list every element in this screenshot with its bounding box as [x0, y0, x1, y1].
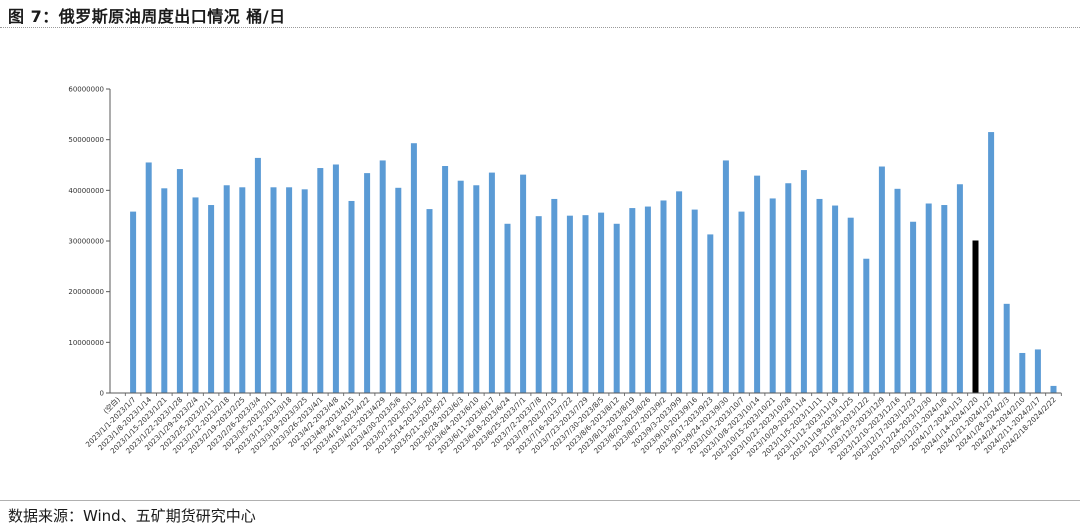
bar-series — [130, 132, 1057, 394]
bar — [504, 223, 511, 393]
data-source-note: 数据来源：Wind、五矿期货研究中心 — [8, 507, 256, 525]
y-tick-label: 20000000 — [68, 288, 104, 296]
bar — [223, 185, 230, 393]
bar — [738, 211, 745, 393]
bar — [629, 208, 636, 393]
bar — [910, 221, 917, 393]
bar — [473, 185, 480, 393]
bar — [769, 198, 776, 393]
bar — [988, 132, 995, 394]
bar — [707, 234, 714, 393]
bar — [270, 187, 277, 393]
bar — [816, 198, 823, 393]
bar — [520, 174, 527, 393]
y-tick-label: 50000000 — [68, 136, 104, 144]
bar — [161, 188, 168, 393]
bar — [754, 175, 761, 393]
bar — [254, 157, 261, 393]
x-axis: (空白)2023/1/1-2023/1/72023/1/8-2023/1/142… — [84, 392, 1062, 462]
bar — [379, 160, 386, 393]
bar — [972, 240, 979, 393]
bar — [442, 166, 449, 393]
y-tick-label: 60000000 — [68, 86, 104, 94]
bar — [800, 170, 807, 393]
bar — [286, 187, 293, 393]
header-divider — [0, 27, 1080, 28]
bar — [1019, 352, 1026, 393]
bar — [488, 172, 495, 393]
bar — [426, 209, 433, 393]
bar — [1003, 303, 1010, 393]
bar — [208, 205, 215, 393]
y-tick-label: 30000000 — [68, 238, 104, 246]
bar — [145, 162, 152, 393]
bar — [1050, 385, 1057, 393]
bar — [660, 200, 667, 393]
bar — [878, 166, 885, 393]
y-tick-label: 40000000 — [68, 187, 104, 195]
bar — [832, 205, 839, 393]
bar — [364, 173, 371, 393]
bar — [644, 206, 651, 393]
y-axis: 0 10000000 20000000 30000000 40000000 5000000… — [68, 86, 111, 398]
bar — [395, 187, 402, 393]
chart-title: 图 7：俄罗斯原油周度出口情况 桶/日 — [8, 7, 286, 26]
bar — [176, 169, 183, 393]
bar — [691, 209, 698, 393]
bar — [410, 143, 417, 393]
bar — [785, 183, 792, 393]
bar — [925, 203, 932, 393]
bar — [676, 191, 683, 393]
bar — [130, 211, 137, 393]
bar — [317, 168, 324, 393]
y-tick-label: 0 — [100, 390, 104, 398]
bar — [239, 187, 246, 393]
bar — [956, 184, 963, 393]
bar — [535, 216, 542, 393]
bar — [566, 215, 573, 393]
bar — [613, 223, 620, 393]
bar — [894, 188, 901, 393]
bar — [301, 189, 308, 393]
bar — [863, 258, 870, 393]
footer-divider — [0, 500, 1080, 501]
bar — [551, 198, 558, 393]
bar — [941, 205, 948, 393]
bar — [582, 215, 589, 393]
bar — [1034, 349, 1041, 393]
bar — [847, 217, 854, 393]
y-tick-label: 10000000 — [68, 339, 104, 347]
bar — [348, 200, 355, 393]
bar — [457, 180, 464, 393]
weekly-export-bar-chart: 0 10000000 20000000 30000000 40000000 5000000… — [68, 86, 1062, 462]
bar — [722, 160, 729, 393]
bar — [598, 212, 605, 393]
bar — [332, 164, 339, 393]
bar — [192, 197, 199, 393]
